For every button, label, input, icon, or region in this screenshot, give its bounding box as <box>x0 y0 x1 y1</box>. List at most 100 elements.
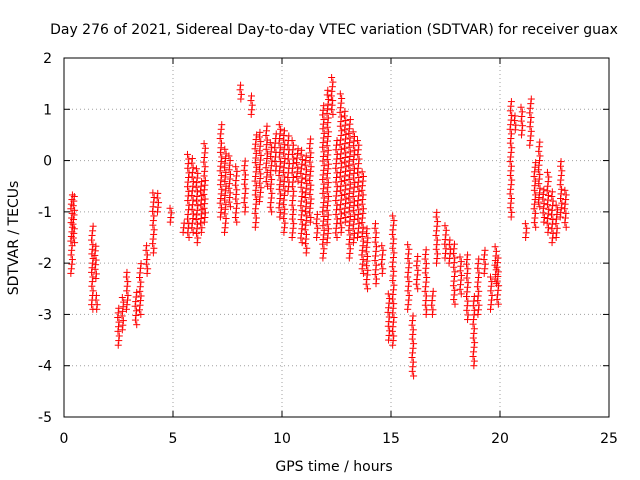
data-point <box>341 186 349 194</box>
data-point <box>336 108 344 116</box>
data-point <box>288 215 296 223</box>
data-point <box>333 215 341 223</box>
data-point <box>390 300 398 308</box>
data-point <box>355 141 363 149</box>
data-point <box>517 103 525 111</box>
data-point <box>333 234 341 241</box>
data-point <box>115 323 122 331</box>
data-point <box>404 273 412 281</box>
data-point <box>233 200 241 208</box>
data-point <box>200 218 208 226</box>
data-point <box>333 187 341 195</box>
data-point <box>320 194 328 202</box>
data-point <box>137 297 145 305</box>
data-point <box>142 260 150 268</box>
data-point <box>337 210 345 218</box>
data-point <box>150 212 158 220</box>
data-point <box>70 225 78 233</box>
data-point <box>345 194 353 202</box>
data-point <box>441 222 449 230</box>
data-point <box>256 161 264 169</box>
data-point <box>306 158 314 166</box>
data-point <box>256 147 264 155</box>
data-point <box>301 175 309 183</box>
data-point <box>302 217 310 225</box>
data-point <box>256 188 264 196</box>
chart-title: Day 276 of 2021, Sidereal Day-to-day VTE… <box>50 22 618 38</box>
data-point <box>433 208 441 216</box>
data-point <box>114 327 122 335</box>
data-point <box>201 200 209 208</box>
data-point <box>218 153 226 161</box>
data-point <box>298 160 306 168</box>
data-point <box>544 196 552 204</box>
data-point <box>180 224 188 232</box>
data-point <box>329 97 337 105</box>
data-point <box>487 301 495 309</box>
data-point <box>378 269 386 277</box>
data-point <box>413 271 421 279</box>
data-point <box>428 310 436 318</box>
data-point <box>226 193 234 201</box>
data-point <box>329 78 337 86</box>
data-point <box>294 177 302 185</box>
data-point <box>232 177 240 185</box>
data-point <box>429 306 437 314</box>
data-point <box>255 198 263 206</box>
data-point <box>456 285 464 293</box>
data-point <box>336 173 344 181</box>
data-point <box>217 144 225 152</box>
data-point <box>350 229 358 237</box>
data-point <box>262 131 270 139</box>
data-point <box>535 175 543 183</box>
data-point <box>319 120 327 128</box>
data-point <box>545 205 553 213</box>
data-point <box>494 268 502 276</box>
data-point <box>275 139 283 147</box>
data-point <box>276 144 284 152</box>
data-point <box>388 295 396 303</box>
data-point <box>340 209 348 217</box>
data-point <box>456 267 464 275</box>
data-point <box>358 214 366 222</box>
data-point <box>441 236 449 244</box>
data-point <box>379 265 387 273</box>
data-point <box>275 171 283 179</box>
data-point <box>451 254 459 262</box>
data-point <box>221 228 229 236</box>
data-point <box>201 167 209 175</box>
data-point <box>297 183 305 191</box>
data-point <box>355 155 363 163</box>
data-point <box>346 134 354 142</box>
data-point <box>303 230 311 238</box>
data-point <box>201 149 209 157</box>
data-point <box>92 275 100 283</box>
data-point <box>470 297 478 305</box>
data-point <box>193 239 201 247</box>
data-point <box>217 158 225 166</box>
data-point <box>218 185 226 193</box>
data-point <box>193 174 201 182</box>
data-point <box>354 183 362 191</box>
data-point <box>332 160 340 168</box>
data-point <box>337 145 345 153</box>
data-point <box>320 102 328 110</box>
data-point <box>93 305 101 313</box>
data-point <box>302 157 310 165</box>
data-point <box>237 81 245 89</box>
data-point <box>552 234 560 241</box>
data-point <box>302 203 310 211</box>
data-point <box>92 291 100 299</box>
data-point <box>349 239 357 247</box>
data-point <box>225 166 233 174</box>
data-point <box>302 184 310 192</box>
data-point <box>544 228 552 236</box>
data-point <box>303 244 311 252</box>
data-point <box>222 215 230 223</box>
data-point <box>132 307 140 315</box>
data-point <box>298 220 306 228</box>
data-point <box>507 199 515 207</box>
data-point <box>122 305 130 313</box>
data-point <box>473 283 481 291</box>
data-point <box>508 111 516 119</box>
